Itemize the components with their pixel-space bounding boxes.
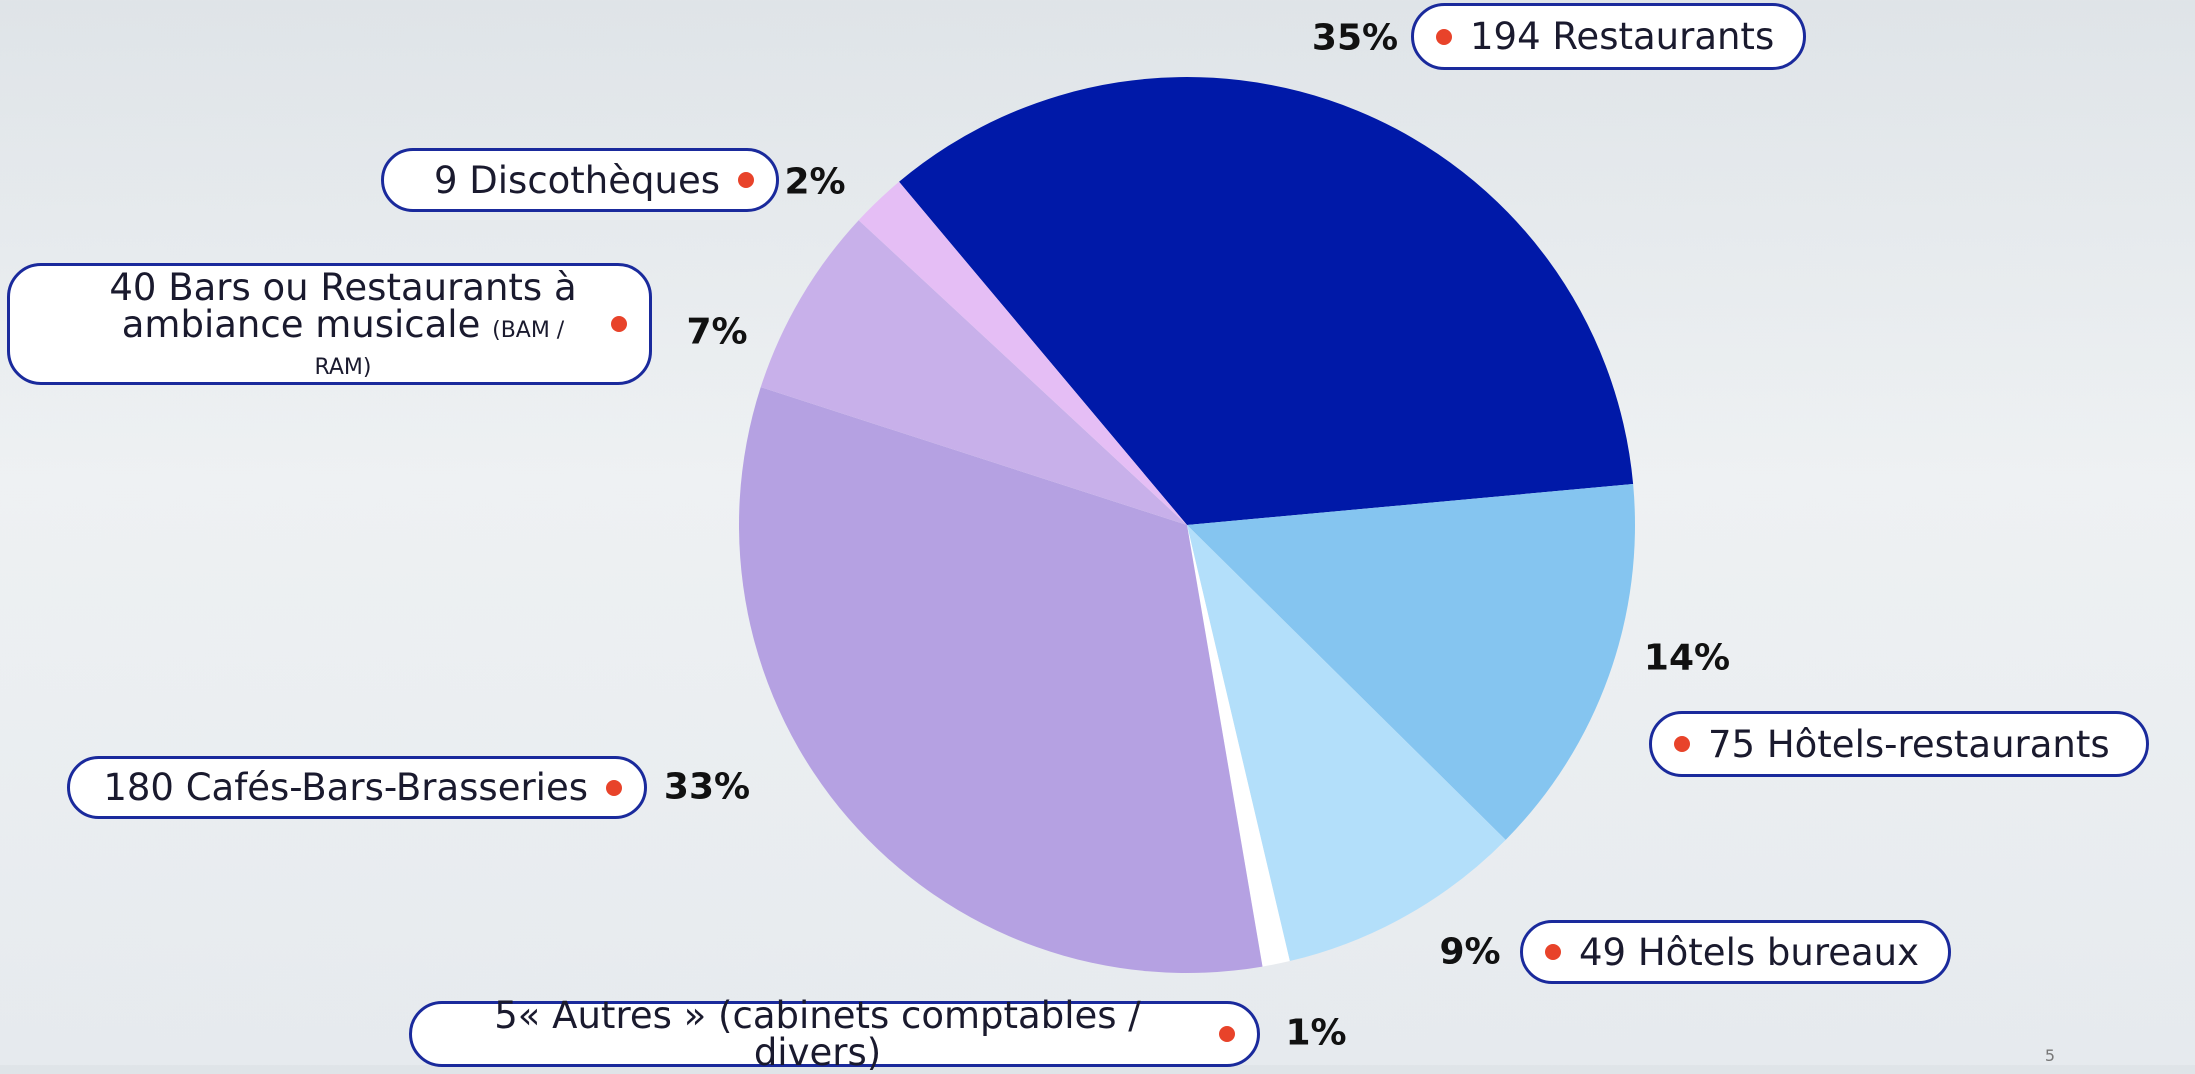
data-label: 14% xyxy=(1644,638,1730,679)
page-number: 5 xyxy=(2045,1046,2055,1065)
legend-label: 5« Autres » (cabinets comptables / diver… xyxy=(409,1001,1260,1067)
category-label: 5« Autres » (cabinets comptables / diver… xyxy=(494,994,1141,1074)
legend-dot xyxy=(1674,736,1690,752)
data-label: 1% xyxy=(1285,1013,1346,1054)
category-label: 180 Cafés-Bars-Brasseries xyxy=(103,766,588,809)
chart xyxy=(0,0,2195,1065)
data-label: 2% xyxy=(784,162,845,203)
legend-label: 75 Hôtels-restaurants xyxy=(1649,711,2149,777)
legend-dot xyxy=(738,172,754,188)
data-label: 7% xyxy=(686,312,747,353)
category-label: 9 Discothèques xyxy=(434,159,720,202)
legend-label: 40 Bars ou Restaurants à ambiance musica… xyxy=(7,263,652,385)
legend-label: 9 Discothèques xyxy=(381,148,779,212)
category-text: 180 Cafés-Bars-Brasseries xyxy=(103,769,588,806)
category-text: 9 Discothèques xyxy=(434,162,720,199)
data-label: 35% xyxy=(1312,18,1398,59)
data-label: 9% xyxy=(1439,932,1500,973)
category-text: 75 Hôtels-restaurants xyxy=(1708,726,2110,763)
category-label: 49 Hôtels bureaux xyxy=(1579,931,1919,974)
legend-dot xyxy=(1545,944,1561,960)
category-label: 75 Hôtels-restaurants xyxy=(1708,723,2110,766)
legend-dot xyxy=(606,780,622,796)
page: 5 (() => { const data = JSON.parse(docum… xyxy=(0,0,2195,1065)
category-text: 49 Hôtels bureaux xyxy=(1579,934,1919,971)
legend-label: 194 Restaurants xyxy=(1411,3,1806,70)
legend-dot xyxy=(1219,1026,1235,1042)
category-text: 5« Autres » (cabinets comptables / diver… xyxy=(434,997,1201,1071)
category-text: 194 Restaurants xyxy=(1470,18,1774,55)
category-label: 194 Restaurants xyxy=(1470,15,1774,58)
data-label: 33% xyxy=(664,767,750,808)
legend-dot xyxy=(611,316,627,332)
legend-label: 180 Cafés-Bars-Brasseries xyxy=(67,756,647,819)
legend-label: 49 Hôtels bureaux xyxy=(1520,920,1951,984)
category-text: 40 Bars ou Restaurants à ambiance musica… xyxy=(93,269,593,380)
legend-dot xyxy=(1436,29,1452,45)
